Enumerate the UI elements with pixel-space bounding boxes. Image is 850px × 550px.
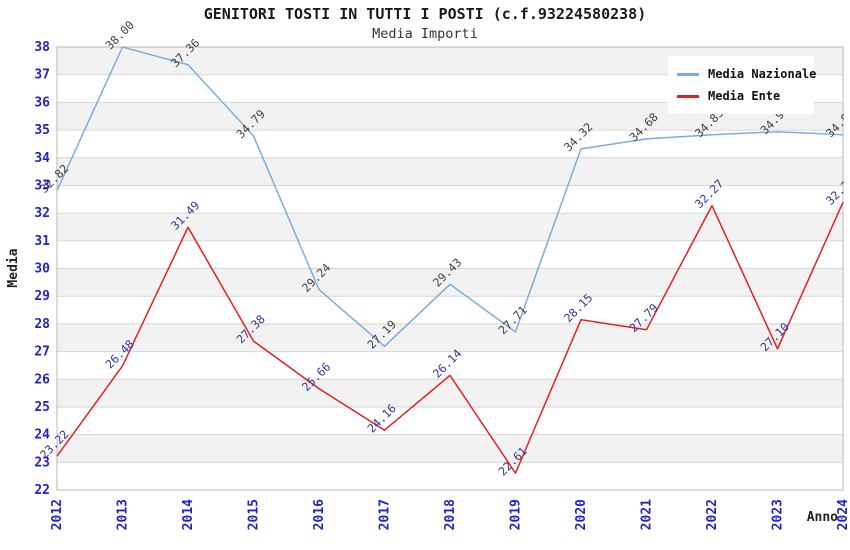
legend-item-media-nazionale: Media Nazionale: [677, 63, 816, 85]
svg-text:2018: 2018: [443, 499, 458, 530]
media-ente-line-swatch-icon: [677, 94, 699, 98]
svg-text:2021: 2021: [640, 499, 655, 530]
svg-text:29: 29: [34, 289, 50, 304]
media-nazionale-line-swatch-icon: [677, 72, 699, 76]
chart-title: GENITORI TOSTI IN TUTTI I POSTI (c.f.932…: [203, 5, 647, 23]
svg-text:2022: 2022: [705, 499, 720, 530]
svg-text:31: 31: [34, 234, 50, 249]
y-axis-title: Media: [6, 248, 21, 288]
svg-text:33: 33: [34, 178, 50, 193]
svg-text:25: 25: [34, 400, 50, 415]
legend-item-media-ente: Media Ente: [677, 85, 804, 107]
svg-text:26: 26: [34, 372, 50, 387]
x-axis-title: Anno: [806, 510, 838, 525]
svg-text:30: 30: [34, 262, 50, 277]
svg-text:24: 24: [34, 428, 50, 443]
svg-text:2023: 2023: [771, 499, 786, 530]
svg-text:32: 32: [34, 206, 50, 221]
svg-text:36: 36: [34, 95, 50, 110]
svg-text:2024: 2024: [836, 499, 850, 530]
svg-text:2019: 2019: [509, 499, 524, 530]
legend-label: Media Ente: [708, 89, 781, 103]
svg-text:2016: 2016: [312, 499, 327, 530]
svg-text:35: 35: [34, 123, 50, 138]
chart-subtitle: Media Importi: [372, 26, 478, 42]
legend: Media Nazionale Media Ente: [668, 56, 816, 114]
svg-text:28: 28: [34, 317, 50, 332]
svg-text:22: 22: [34, 483, 50, 498]
svg-text:2014: 2014: [181, 499, 196, 530]
svg-text:2017: 2017: [378, 499, 393, 530]
svg-text:2020: 2020: [574, 499, 589, 530]
svg-text:38: 38: [34, 40, 50, 55]
svg-text:37: 37: [34, 68, 50, 83]
svg-text:2013: 2013: [116, 499, 131, 530]
svg-text:2015: 2015: [247, 499, 262, 530]
svg-text:23: 23: [34, 455, 50, 470]
svg-text:34: 34: [34, 151, 50, 166]
legend-label: Media Nazionale: [708, 67, 817, 81]
svg-text:2012: 2012: [50, 499, 65, 530]
svg-text:27: 27: [34, 345, 50, 360]
